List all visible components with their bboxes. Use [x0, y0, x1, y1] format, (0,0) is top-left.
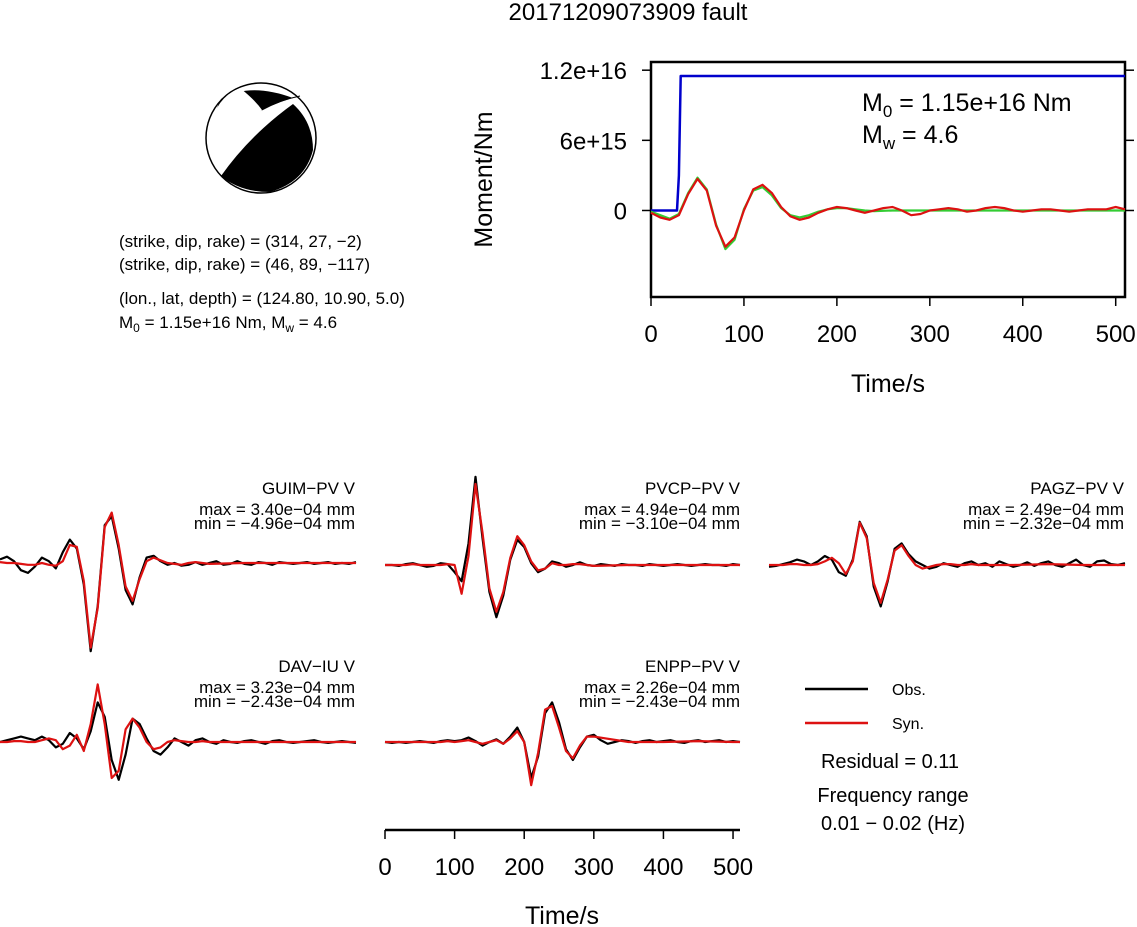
waveform-xtick-label: 100 [435, 854, 475, 881]
waveform-xtick-label: 400 [643, 854, 683, 881]
residual-label: Residual = 0.11 [821, 751, 959, 773]
beachball-icon [205, 82, 317, 194]
moment-xtick-label: 0 [644, 321, 657, 348]
strike-dip-rake-1: (strike, dip, rake) = (314, 27, −2) [119, 232, 362, 251]
waveform-xtick-label: 500 [713, 854, 753, 881]
legend-syn-label: Syn. [892, 716, 924, 733]
station-min-enpp: min = −2.43e−04 mm [579, 692, 740, 711]
station-label-guim: GUIM−PV V [262, 479, 356, 498]
moment-xtick-label: 300 [910, 321, 950, 348]
station-max-pvcp: max = 4.94e−04 mm [584, 500, 740, 519]
station-label-dav: DAV−IU V [278, 657, 355, 676]
moment-magnitude-summary: M0 = 1.15e+16 Nm, Mw = 4.6 [119, 313, 337, 335]
station-min-pagz: min = −2.32e−04 mm [963, 514, 1124, 533]
station-max-pagz: max = 2.49e−04 mm [968, 500, 1124, 519]
station-min-guim: min = −4.96e−04 mm [194, 514, 355, 533]
figure-title: 20171209073909 fault [509, 0, 748, 26]
station-min-pvcp: min = −3.10e−04 mm [579, 514, 740, 533]
syn-trace-guim [0, 511, 356, 649]
station-label-pagz: PAGZ−PV V [1030, 479, 1124, 498]
moment-cumulative-line [651, 74, 1125, 212]
syn-trace-dav [0, 683, 356, 780]
station-min-dav: min = −2.43e−04 mm [194, 692, 355, 711]
moment-xtick-label: 500 [1096, 321, 1136, 348]
frequency-range-value: 0.01 − 0.02 (Hz) [821, 813, 965, 835]
moment-ytick-label: 1.2e+16 [540, 58, 627, 85]
waveform-xlabel: Time/s [525, 902, 599, 927]
waveform-xtick-label: 0 [378, 854, 391, 881]
moment-m0-label: M0 = 1.15e+16 Nm [862, 89, 1072, 121]
syn-trace-pvcp [385, 482, 740, 613]
station-label-enpp: ENPP−PV V [645, 657, 741, 676]
obs-trace-guim [0, 515, 357, 653]
moment-xlabel: Time/s [851, 370, 925, 398]
legend-obs-label: Obs. [892, 682, 926, 699]
moment-ytick-label: 6e+15 [560, 128, 627, 155]
moment-rate-red-line [650, 177, 1126, 248]
moment-ylabel: Moment/Nm [470, 111, 498, 247]
moment-plot: 0 100 200 300 400 500 0 6e+15 1.2e+16 Time/s Momen… [470, 58, 1136, 398]
station-max-dav: max = 3.23e−04 mm [199, 678, 355, 697]
lon-lat-depth: (lon., lat, depth) = (124.80, 10.90, 5.0… [119, 289, 405, 308]
moment-xtick-label: 100 [724, 321, 764, 348]
moment-plot-frame [649, 60, 1127, 299]
moment-ytick-label: 0 [614, 198, 627, 225]
moment-xtick-label: 400 [1003, 321, 1043, 348]
syn-trace-pagz [769, 521, 1125, 604]
strike-dip-rake-2: (strike, dip, rake) = (46, 89, −117) [119, 255, 370, 274]
moment-xtick-label: 200 [817, 321, 857, 348]
moment-mw-label: Mw = 4.6 [862, 121, 958, 153]
station-max-guim: max = 3.40e−04 mm [199, 500, 355, 519]
waveform-xtick-label: 300 [574, 854, 614, 881]
waveform-xtick-label: 200 [504, 854, 544, 881]
station-max-enpp: max = 2.26e−04 mm [584, 678, 740, 697]
syn-trace-enpp [385, 704, 740, 787]
station-label-pvcp: PVCP−PV V [645, 479, 741, 498]
frequency-range-title: Frequency range [817, 785, 968, 807]
